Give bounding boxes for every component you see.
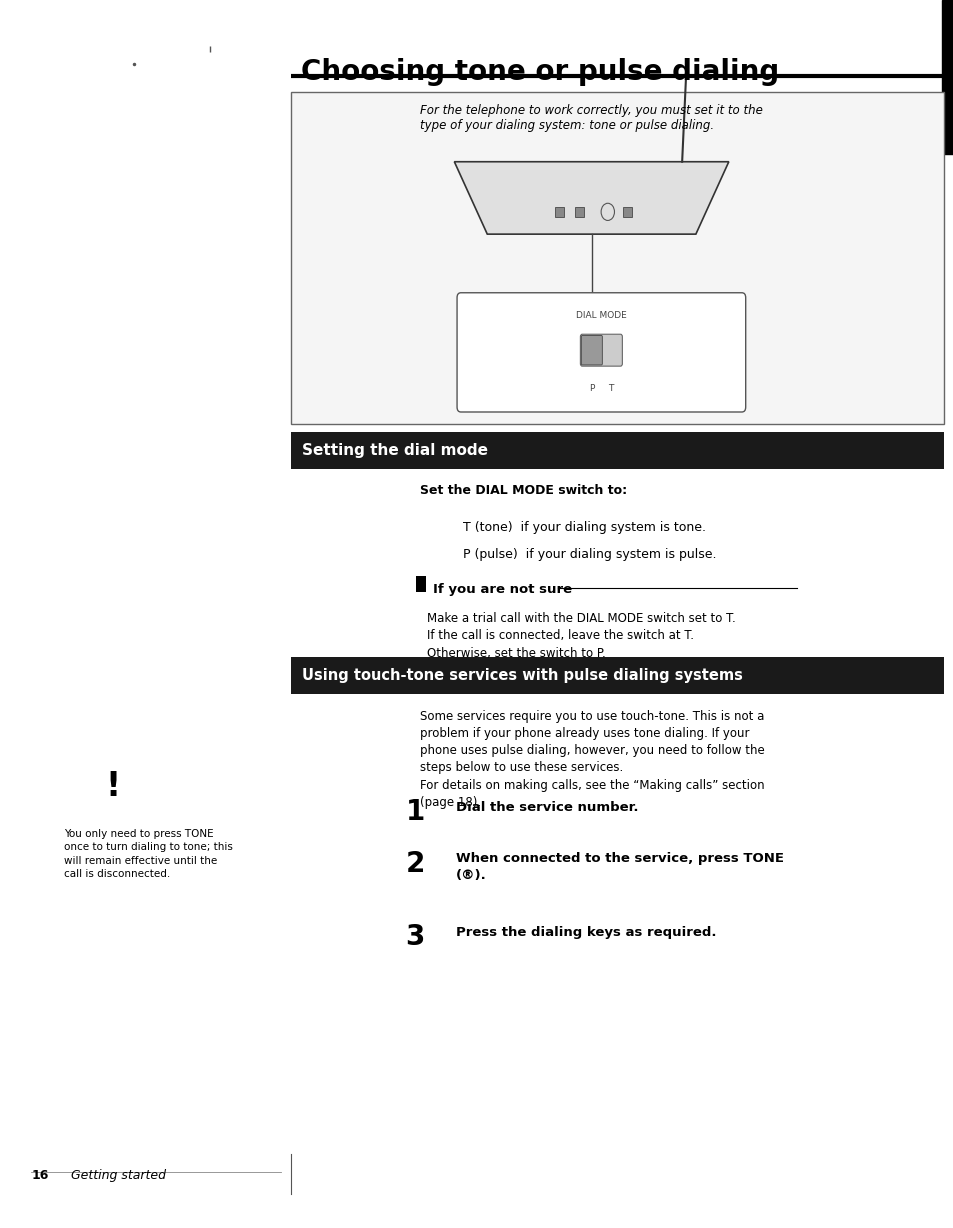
Bar xyxy=(555,208,563,217)
Bar xyxy=(291,657,943,694)
Text: 16: 16 xyxy=(31,1169,49,1183)
Text: For the telephone to work correctly, you must set it to the
type of your dialing: For the telephone to work correctly, you… xyxy=(419,104,761,133)
Bar xyxy=(622,208,631,217)
Text: Some services require you to use touch-tone. This is not a
problem if your phone: Some services require you to use touch-t… xyxy=(419,710,763,809)
Text: P (pulse)  if your dialing system is pulse.: P (pulse) if your dialing system is puls… xyxy=(462,548,716,561)
FancyBboxPatch shape xyxy=(456,292,745,413)
Text: You only need to press TONE
once to turn dialing to tone; this
will remain effec: You only need to press TONE once to turn… xyxy=(64,829,233,879)
Text: T (tone)  if your dialing system is tone.: T (tone) if your dialing system is tone. xyxy=(462,521,705,534)
Text: 1: 1 xyxy=(405,798,424,826)
Text: Set the DIAL MODE switch to:: Set the DIAL MODE switch to: xyxy=(419,484,626,497)
Text: DIAL MODE: DIAL MODE xyxy=(576,311,626,319)
Polygon shape xyxy=(454,162,728,235)
Text: Dial the service number.: Dial the service number. xyxy=(456,801,638,814)
Text: Using touch-tone services with pulse dialing systems: Using touch-tone services with pulse dia… xyxy=(302,668,742,683)
Text: Choosing tone or pulse dialing: Choosing tone or pulse dialing xyxy=(300,58,778,86)
Bar xyxy=(291,432,943,469)
Text: 2: 2 xyxy=(405,850,424,878)
Text: Make a trial call with the DIAL MODE switch set to T.
If the call is connected, : Make a trial call with the DIAL MODE swi… xyxy=(427,612,736,659)
Text: Getting started: Getting started xyxy=(71,1169,166,1183)
Text: If you are not sure: If you are not sure xyxy=(433,583,572,597)
Bar xyxy=(416,576,426,592)
FancyBboxPatch shape xyxy=(580,335,601,365)
Text: P: P xyxy=(589,384,594,393)
Bar xyxy=(575,208,583,217)
FancyBboxPatch shape xyxy=(579,334,621,366)
Text: Setting the dial mode: Setting the dial mode xyxy=(302,443,488,458)
Text: 3: 3 xyxy=(405,923,424,952)
Text: T: T xyxy=(608,384,613,393)
Text: Press the dialing keys as required.: Press the dialing keys as required. xyxy=(456,926,716,939)
Bar xyxy=(941,0,953,154)
Text: !: ! xyxy=(105,770,120,803)
Bar xyxy=(291,92,943,424)
Text: When connected to the service, press TONE
(®).: When connected to the service, press TON… xyxy=(456,852,783,882)
